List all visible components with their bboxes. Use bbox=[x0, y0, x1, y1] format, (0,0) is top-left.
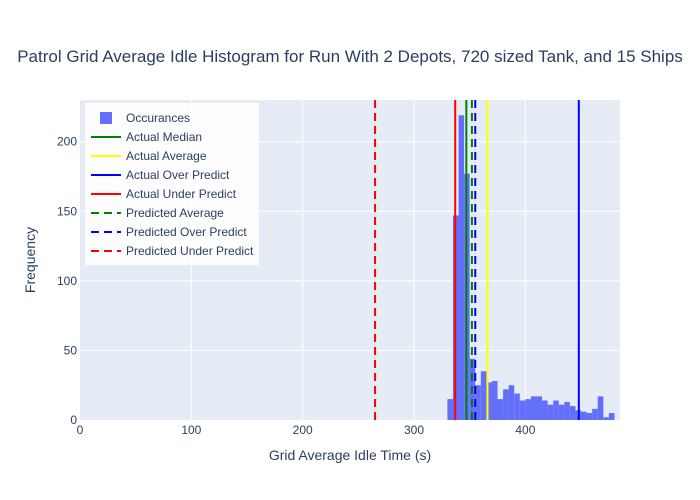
histogram-bar[interactable] bbox=[508, 385, 515, 420]
histogram-bar[interactable] bbox=[592, 408, 598, 420]
legend-item[interactable]: Actual Under Predict bbox=[91, 187, 237, 201]
legend-box bbox=[85, 103, 259, 265]
histogram-bar[interactable] bbox=[503, 389, 509, 420]
legend-swatch bbox=[100, 112, 112, 124]
y-tick-label: 0 bbox=[70, 413, 77, 427]
x-tick-label: 0 bbox=[77, 423, 84, 437]
histogram-bar[interactable] bbox=[491, 381, 498, 420]
legend-items: Occurances Actual Median Actual Average Act… bbox=[91, 111, 254, 258]
legend-item[interactable]: Actual Median bbox=[91, 130, 202, 144]
legend-label: Actual Under Predict bbox=[126, 187, 237, 201]
histogram-bar[interactable] bbox=[458, 115, 465, 420]
legend-item[interactable]: Predicted Average bbox=[91, 206, 224, 220]
y-axis-title: Frequency bbox=[22, 227, 38, 293]
histogram-bar[interactable] bbox=[564, 401, 570, 420]
legend-item[interactable]: Predicted Under Predict bbox=[91, 244, 254, 258]
histogram-bar[interactable] bbox=[497, 399, 504, 420]
y-tick-label: 100 bbox=[57, 274, 77, 288]
x-tick-label: 200 bbox=[293, 423, 313, 437]
legend-label: Actual Median bbox=[126, 130, 202, 144]
legend-label: Actual Over Predict bbox=[126, 168, 230, 182]
histogram-bar[interactable] bbox=[553, 400, 559, 420]
histogram-bar[interactable] bbox=[519, 400, 526, 420]
y-tick-label: 200 bbox=[57, 135, 77, 149]
histogram-bar[interactable] bbox=[536, 396, 543, 420]
x-tick-label: 300 bbox=[404, 423, 424, 437]
legend[interactable]: Occurances Actual Median Actual Average Act… bbox=[85, 103, 259, 265]
histogram-bar[interactable] bbox=[542, 400, 548, 420]
x-axis-ticks: 0 100 200 300 400 bbox=[77, 423, 536, 437]
histogram-bar[interactable] bbox=[597, 396, 604, 420]
histogram-bar[interactable] bbox=[480, 371, 487, 420]
x-axis-title: Grid Average Idle Time (s) bbox=[269, 447, 431, 463]
legend-item[interactable]: Predicted Over Predict bbox=[91, 225, 247, 239]
legend-item[interactable]: Actual Over Predict bbox=[91, 168, 230, 182]
histogram-bar[interactable] bbox=[530, 396, 537, 420]
legend-label: Predicted Average bbox=[126, 206, 224, 220]
histogram-bar[interactable] bbox=[486, 382, 492, 420]
histogram-bar[interactable] bbox=[581, 411, 587, 420]
histogram-bar[interactable] bbox=[569, 406, 576, 420]
histogram-bar[interactable] bbox=[447, 399, 453, 420]
histogram-bar[interactable] bbox=[514, 393, 520, 420]
histogram-bar[interactable] bbox=[547, 404, 554, 420]
legend-item[interactable]: Actual Average bbox=[91, 149, 207, 163]
histogram-bar[interactable] bbox=[586, 413, 593, 420]
histogram-bar[interactable] bbox=[558, 404, 565, 420]
y-tick-label: 150 bbox=[57, 204, 77, 218]
reference-lines bbox=[374, 100, 580, 420]
histogram-bar[interactable] bbox=[475, 385, 481, 420]
histogram-bar[interactable] bbox=[603, 417, 609, 420]
legend-label: Predicted Under Predict bbox=[126, 244, 254, 258]
x-tick-label: 400 bbox=[515, 423, 535, 437]
legend-label: Predicted Over Predict bbox=[126, 225, 247, 239]
histogram-bar[interactable] bbox=[525, 399, 531, 420]
legend-label: Actual Average bbox=[126, 149, 207, 163]
histogram-bar[interactable] bbox=[608, 413, 615, 420]
y-axis-ticks: 0 50 100 150 200 bbox=[57, 135, 77, 427]
x-tick-label: 100 bbox=[181, 423, 201, 437]
legend-label: Occurances bbox=[126, 111, 190, 125]
y-tick-label: 50 bbox=[64, 343, 78, 357]
chart-title: Patrol Grid Average Idle Histogram for R… bbox=[17, 47, 683, 66]
legend-item[interactable]: Occurances bbox=[100, 111, 190, 125]
